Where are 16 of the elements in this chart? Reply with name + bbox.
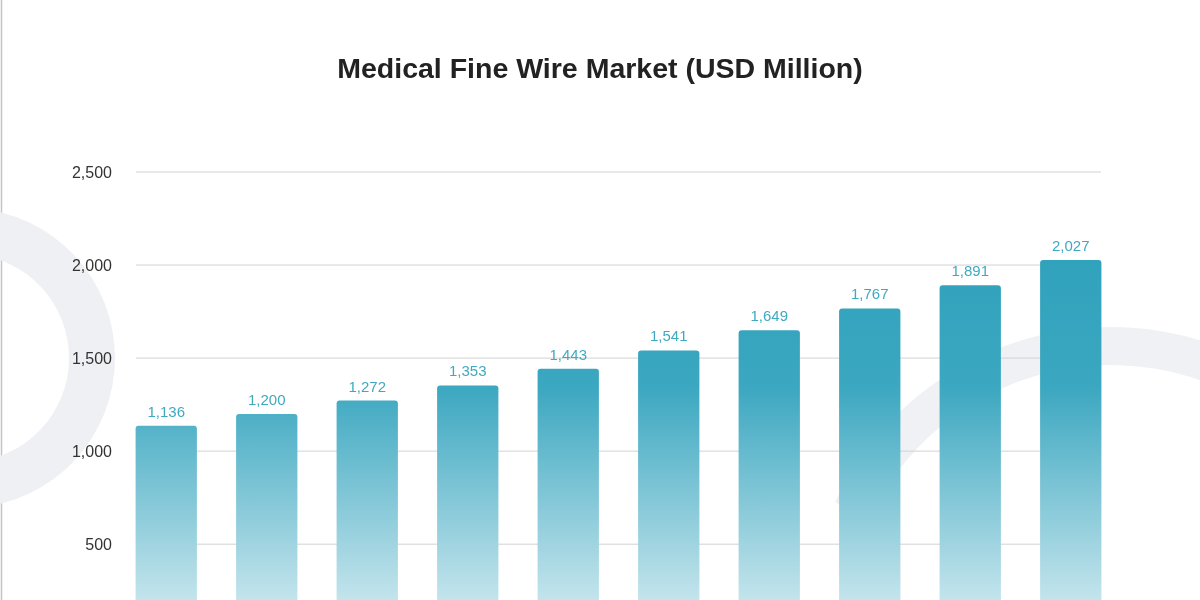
data-label: 1,272 [348, 377, 387, 395]
data-label: 1,891 [951, 262, 990, 280]
data-label: 1,767 [850, 285, 889, 303]
y-tick-label: 500 [85, 536, 113, 554]
data-label: 2,027 [1051, 237, 1090, 255]
y-tick-label: 2,000 [71, 257, 113, 275]
y-tick-label: 1,000 [71, 443, 113, 461]
y-tick-label: 2,500 [71, 164, 113, 181]
data-label: 1,541 [649, 327, 688, 345]
data-label: 1,649 [750, 307, 789, 325]
y-tick-label: 1,500 [71, 350, 113, 368]
data-label: 1,200 [247, 390, 286, 408]
data-label: 1,443 [549, 345, 588, 363]
data-label: 1,136 [147, 402, 186, 420]
data-label: 1,353 [448, 362, 487, 380]
chart-title: Medical Fine Wire Market (USD Million) [337, 52, 863, 84]
